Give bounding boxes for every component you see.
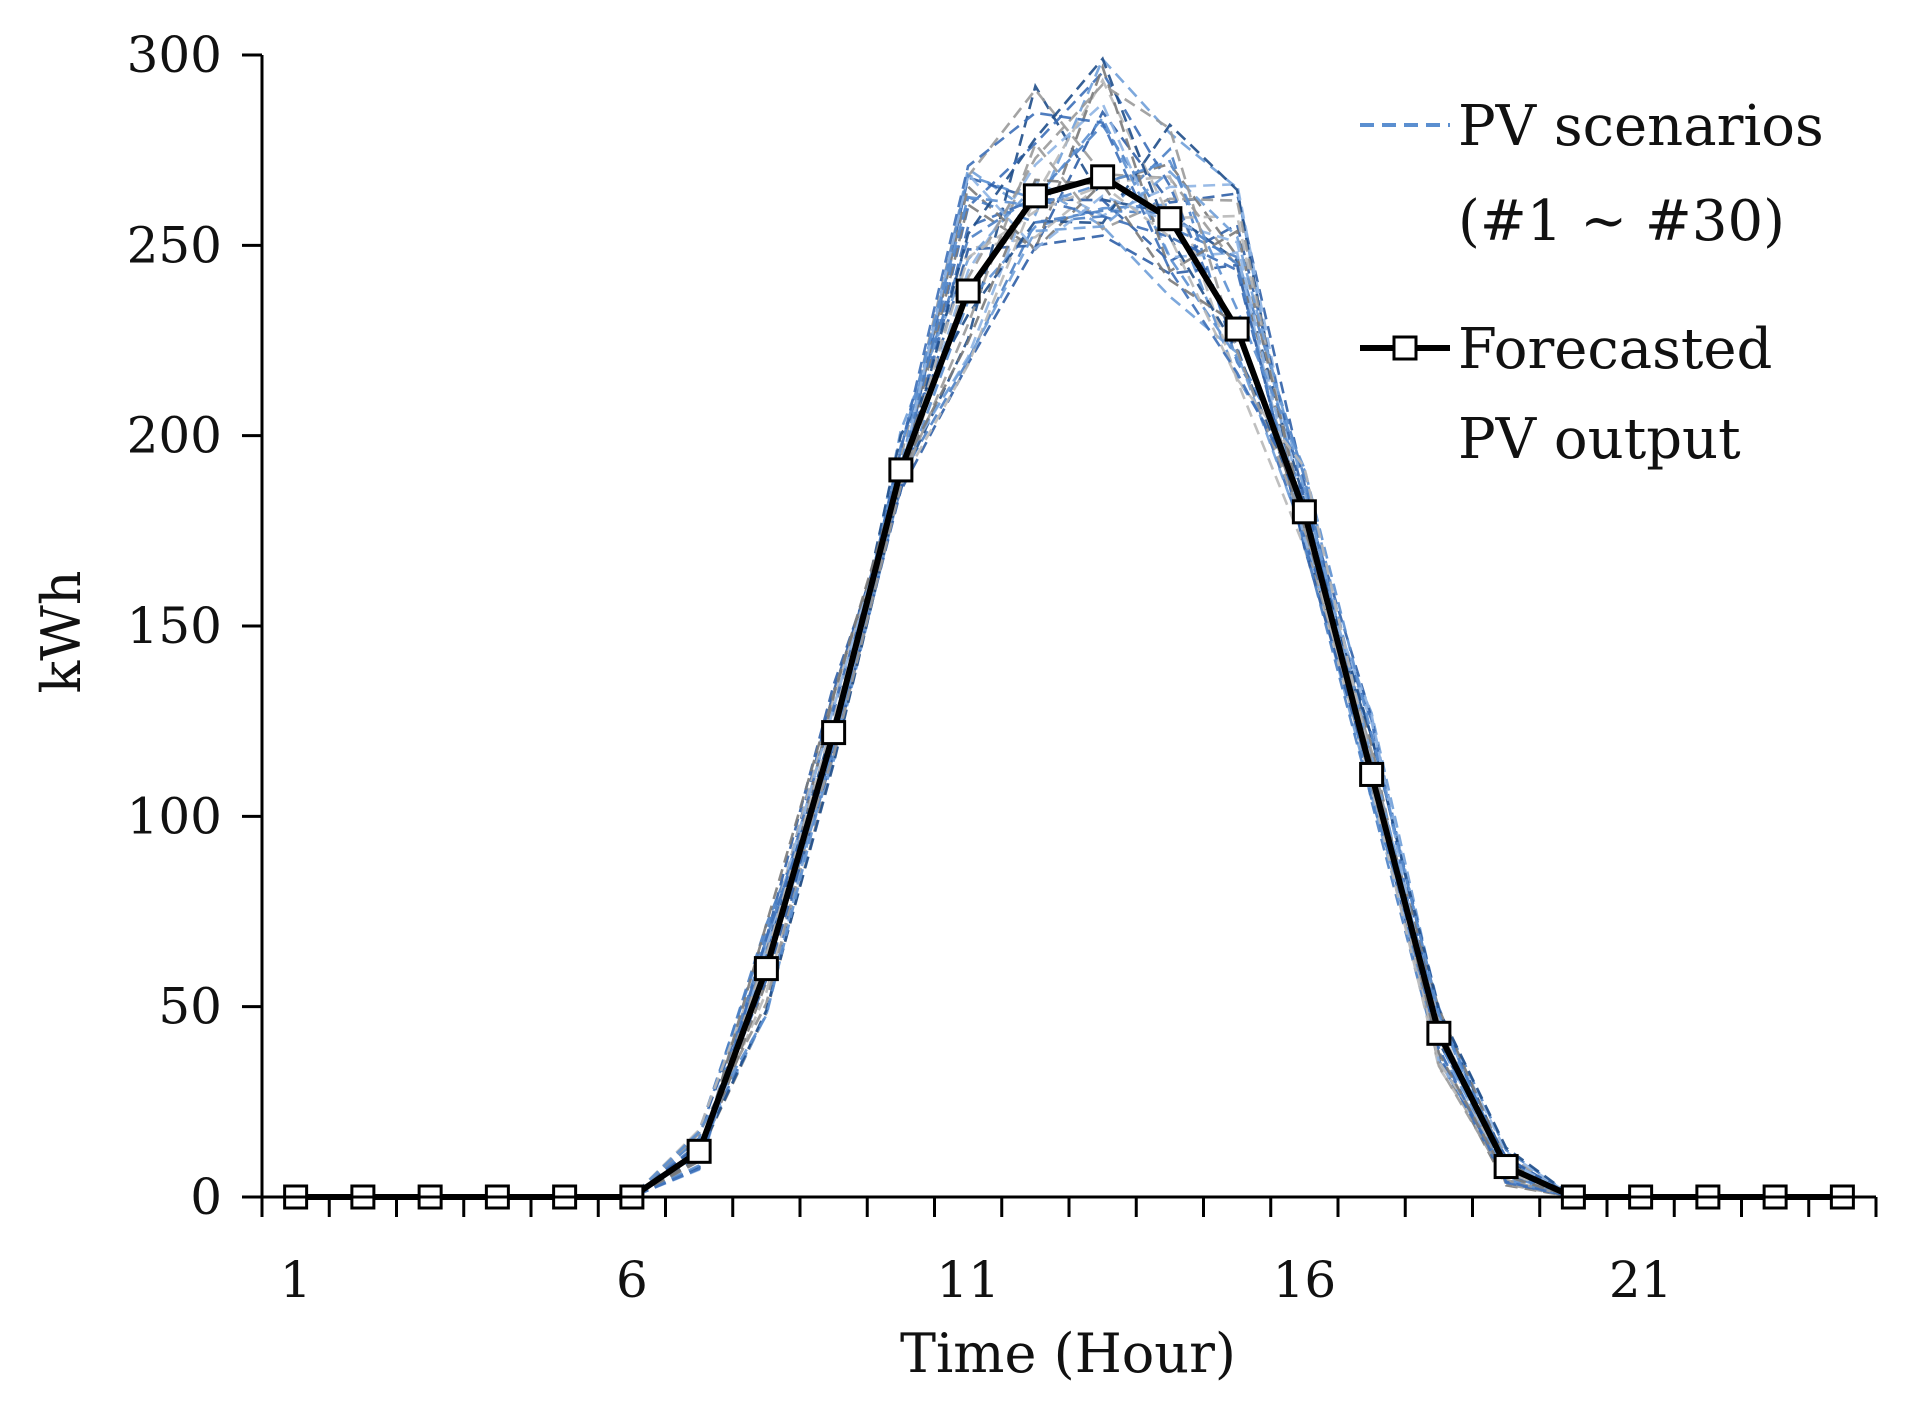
y-tick-label: 0 (190, 1168, 222, 1226)
x-tick-label: 21 (1609, 1251, 1673, 1309)
x-tick-label: 1 (280, 1251, 312, 1309)
x-tick-label: 16 (1273, 1251, 1337, 1309)
legend-scenario-label: PV scenarios (1458, 94, 1824, 159)
forecast-marker (1359, 761, 1385, 787)
y-tick-label: 100 (127, 787, 222, 845)
y-tick-label: 300 (127, 26, 222, 84)
forecast-marker (1493, 1154, 1519, 1180)
forecast-marker (1224, 316, 1250, 342)
scenario-line (295, 146, 1843, 1199)
legend: PV scenarios (#1 ~ #30) Forecasted PV ou… (1360, 94, 1824, 472)
legend-scenario-range: (#1 ~ #30) (1458, 189, 1785, 254)
scenario-line (295, 109, 1843, 1199)
forecast-marker (686, 1138, 712, 1164)
forecast-marker (1157, 206, 1183, 232)
forecast-marker (955, 278, 981, 304)
scenario-line (295, 87, 1843, 1199)
forecast-marker (1291, 499, 1317, 525)
y-tick-label: 250 (127, 216, 222, 274)
y-tick-label: 200 (127, 407, 222, 465)
forecast-marker (1426, 1020, 1452, 1046)
forecast-marker (888, 457, 914, 483)
scenario-line (295, 123, 1843, 1199)
scenario-line (295, 111, 1843, 1199)
scenario-line (295, 141, 1843, 1199)
y-tick-label: 150 (127, 597, 222, 655)
legend-forecast-marker (1392, 335, 1418, 361)
y-tick-label: 50 (158, 978, 222, 1036)
forecast-marker (821, 720, 847, 746)
x-tick-label: 11 (936, 1251, 1000, 1309)
legend-forecast-label: Forecasted (1458, 317, 1772, 382)
scenario-line (295, 122, 1843, 1199)
forecast-marker (1022, 183, 1048, 209)
forecast-marker (1090, 164, 1116, 190)
legend-forecast-label-2: PV output (1458, 407, 1741, 472)
x-axis-ticks: 1 6 11 16 21 (260, 1197, 1878, 1309)
x-tick-label: 6 (616, 1251, 648, 1309)
y-axis-title: kWh (30, 570, 93, 693)
forecast-marker (753, 956, 779, 982)
scenario-line (295, 101, 1843, 1199)
scenario-line (295, 115, 1843, 1199)
x-axis-title: Time (Hour) (900, 1322, 1236, 1385)
y-axis-ticks: 0 50 100 150 200 250 300 (127, 26, 262, 1226)
